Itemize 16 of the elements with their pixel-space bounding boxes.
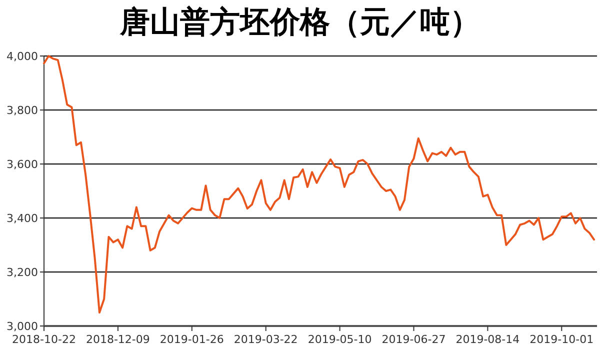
x-tick-label: 2019-06-27 bbox=[382, 333, 446, 346]
y-tick-label: 3,000 bbox=[6, 320, 38, 333]
x-tick-label: 2019-03-22 bbox=[234, 333, 298, 346]
y-tick-label: 4,000 bbox=[6, 50, 38, 63]
y-tick-label: 3,600 bbox=[6, 158, 38, 171]
y-tick-label: 3,800 bbox=[6, 104, 38, 117]
x-tick-label: 2018-10-22 bbox=[12, 333, 76, 346]
x-tick-label: 2019-10-01 bbox=[530, 333, 594, 346]
x-tick-label: 2019-08-14 bbox=[456, 333, 520, 346]
x-tick-label: 2019-05-10 bbox=[308, 333, 372, 346]
y-tick-label: 3,400 bbox=[6, 212, 38, 225]
x-tick-label: 2019-01-26 bbox=[160, 333, 224, 346]
chart-title: 唐山普方坯价格（元／吨） bbox=[119, 5, 480, 40]
line-series bbox=[43, 55, 595, 314]
x-tick-label: 2018-12-09 bbox=[86, 333, 150, 346]
y-tick-label: 3,200 bbox=[6, 266, 38, 279]
